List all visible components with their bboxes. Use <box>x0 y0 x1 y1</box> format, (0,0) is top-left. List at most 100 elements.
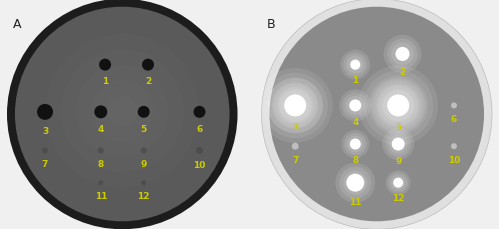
Ellipse shape <box>384 36 422 74</box>
Ellipse shape <box>339 167 371 199</box>
Text: 11: 11 <box>94 191 107 200</box>
Ellipse shape <box>363 71 433 141</box>
Ellipse shape <box>94 106 107 119</box>
Ellipse shape <box>268 79 323 133</box>
Ellipse shape <box>99 59 111 71</box>
Ellipse shape <box>378 86 418 126</box>
Ellipse shape <box>387 95 409 117</box>
Ellipse shape <box>347 175 363 191</box>
Ellipse shape <box>344 133 366 155</box>
Text: 8: 8 <box>98 160 104 169</box>
Ellipse shape <box>350 60 360 70</box>
Ellipse shape <box>142 59 154 71</box>
Text: 5: 5 <box>395 123 401 132</box>
Ellipse shape <box>451 144 457 150</box>
Ellipse shape <box>261 0 492 229</box>
Text: 8: 8 <box>352 155 358 165</box>
Ellipse shape <box>281 92 309 120</box>
Ellipse shape <box>339 90 371 122</box>
Ellipse shape <box>382 90 415 122</box>
Ellipse shape <box>395 47 410 62</box>
Ellipse shape <box>383 91 413 121</box>
Ellipse shape <box>387 40 418 70</box>
Text: 4: 4 <box>98 125 104 134</box>
Ellipse shape <box>352 62 358 68</box>
Ellipse shape <box>342 93 368 119</box>
Ellipse shape <box>76 65 168 157</box>
Text: 10: 10 <box>193 160 206 169</box>
Ellipse shape <box>451 103 457 109</box>
Text: 4: 4 <box>352 118 358 127</box>
Ellipse shape <box>396 180 401 185</box>
Text: 7: 7 <box>42 160 48 169</box>
Ellipse shape <box>98 180 103 185</box>
Text: 5: 5 <box>141 124 147 133</box>
Ellipse shape <box>343 53 367 77</box>
Ellipse shape <box>194 106 206 118</box>
Text: 2: 2 <box>399 67 406 76</box>
Ellipse shape <box>395 141 401 147</box>
Ellipse shape <box>373 81 423 131</box>
Ellipse shape <box>352 142 358 147</box>
Ellipse shape <box>393 178 403 188</box>
Ellipse shape <box>392 138 405 151</box>
Ellipse shape <box>276 87 314 125</box>
Text: 3: 3 <box>292 123 298 132</box>
Ellipse shape <box>290 101 300 111</box>
Ellipse shape <box>61 50 184 172</box>
Ellipse shape <box>335 163 375 203</box>
Ellipse shape <box>388 96 408 116</box>
Ellipse shape <box>347 136 364 153</box>
Text: 6: 6 <box>197 124 203 133</box>
Ellipse shape <box>340 50 370 80</box>
Ellipse shape <box>349 59 361 71</box>
Text: 1: 1 <box>352 76 358 85</box>
Text: 9: 9 <box>395 157 401 166</box>
Text: A: A <box>12 18 21 31</box>
Ellipse shape <box>272 83 318 129</box>
Ellipse shape <box>42 148 48 154</box>
Ellipse shape <box>279 90 312 122</box>
Text: 12: 12 <box>137 191 150 200</box>
Ellipse shape <box>349 100 361 112</box>
Ellipse shape <box>107 96 138 127</box>
Ellipse shape <box>262 73 328 139</box>
Ellipse shape <box>389 135 408 154</box>
Text: 11: 11 <box>349 198 362 207</box>
Ellipse shape <box>371 79 426 133</box>
Ellipse shape <box>388 173 408 193</box>
Ellipse shape <box>386 170 411 195</box>
Text: B: B <box>267 18 275 31</box>
Ellipse shape <box>290 101 301 112</box>
Ellipse shape <box>269 8 484 221</box>
Ellipse shape <box>258 69 333 143</box>
Ellipse shape <box>392 138 405 151</box>
Ellipse shape <box>350 139 361 150</box>
Ellipse shape <box>350 139 361 150</box>
Ellipse shape <box>376 84 420 128</box>
Ellipse shape <box>196 147 203 154</box>
Ellipse shape <box>352 103 358 109</box>
Ellipse shape <box>368 76 428 136</box>
Ellipse shape <box>393 101 403 111</box>
Ellipse shape <box>346 174 364 192</box>
Text: 12: 12 <box>392 194 405 202</box>
Ellipse shape <box>292 143 299 150</box>
Ellipse shape <box>284 95 306 117</box>
Ellipse shape <box>346 56 364 74</box>
Ellipse shape <box>45 35 199 188</box>
Ellipse shape <box>351 179 359 187</box>
Text: 6: 6 <box>451 115 457 124</box>
Ellipse shape <box>7 0 238 229</box>
Ellipse shape <box>387 95 409 117</box>
Ellipse shape <box>341 131 369 158</box>
Ellipse shape <box>358 66 438 146</box>
Ellipse shape <box>399 51 406 58</box>
Text: 3: 3 <box>42 126 48 135</box>
Ellipse shape <box>382 128 414 160</box>
Ellipse shape <box>349 100 362 112</box>
Ellipse shape <box>15 8 230 221</box>
Ellipse shape <box>284 95 306 117</box>
Ellipse shape <box>267 78 323 134</box>
Ellipse shape <box>396 48 410 62</box>
